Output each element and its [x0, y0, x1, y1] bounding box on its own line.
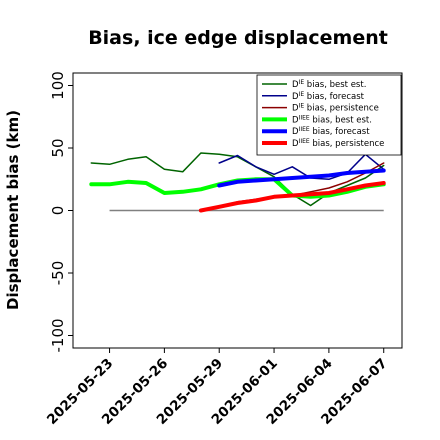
y-tick-label: 50 [49, 138, 67, 157]
legend: DIE bias, best est.DIE bias, forecastDIE… [256, 74, 402, 156]
series-group [89, 152, 386, 213]
series-line-2 [218, 153, 385, 181]
legend-label-1: DIE bias, best est. [292, 79, 366, 90]
legend-label-3: DIE bias, persistence [292, 103, 379, 114]
series-line-5 [217, 168, 386, 188]
legend-label-2: DIE bias, forecast [292, 91, 365, 102]
y-axis-label: Displacement bias (km) [4, 110, 22, 310]
chart-title: Bias, ice edge displacement [88, 27, 388, 49]
legend-label-4: DIIEE bias, best est. [292, 114, 372, 125]
legend-label-5: DIIEE bias, forecast [292, 126, 370, 137]
y-tick-label: 0 [49, 206, 67, 216]
legend-label-6: DIIEE bias, persistence [292, 138, 384, 149]
y-tick-label: 100 [49, 71, 67, 100]
y-tick-label: -100 [49, 318, 67, 352]
x-axis-ticks: 2025-05-232025-05-262025-05-292025-06-01… [44, 348, 391, 428]
y-axis-ticks: 100 50 0 -50 -100 [49, 71, 73, 353]
series-line-6 [198, 181, 386, 213]
y-tick-label: -50 [49, 261, 67, 286]
